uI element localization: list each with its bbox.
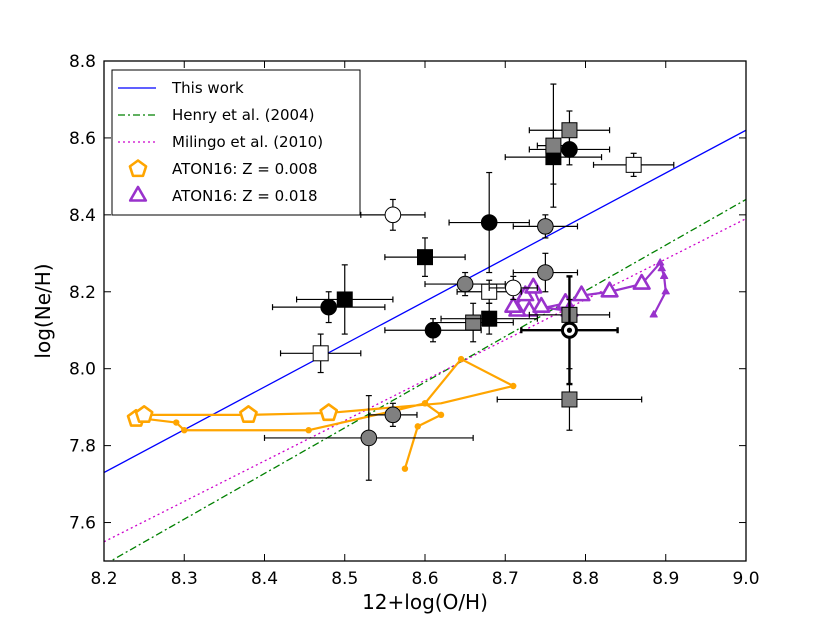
data-point bbox=[384, 237, 466, 277]
square-marker bbox=[312, 345, 329, 362]
circle-marker bbox=[537, 218, 554, 235]
y-tick-label: 8.2 bbox=[69, 283, 96, 303]
track-marker bbox=[600, 281, 619, 298]
track-marker bbox=[134, 405, 154, 424]
y-tick-label: 7.6 bbox=[69, 514, 96, 534]
legend-entry: Henry et al. (2004) bbox=[118, 106, 314, 124]
observations bbox=[263, 83, 675, 481]
x-tick-label: 8.3 bbox=[171, 569, 198, 589]
axis-ticks: 8.2 8.3 8.4 8.5 8.6 8.7 8.8 8.9 9.0 7.6 7.8 8.0 8.2 8… bbox=[69, 52, 760, 589]
square-marker bbox=[417, 249, 433, 266]
x-tick-label: 9.0 bbox=[732, 569, 759, 589]
square-marker bbox=[561, 391, 578, 408]
sun-marker-dot bbox=[566, 327, 573, 333]
track-marker bbox=[239, 405, 258, 424]
track-point bbox=[510, 382, 517, 390]
track-marker bbox=[319, 403, 339, 422]
square-marker bbox=[336, 291, 353, 308]
x-tick-label: 8.9 bbox=[652, 569, 679, 589]
track-point bbox=[660, 271, 669, 279]
square-marker bbox=[561, 122, 578, 139]
legend: This work Henry et al. (2004) Milingo et a… bbox=[111, 69, 361, 216]
y-tick-label: 8.0 bbox=[69, 360, 96, 380]
y-axis-label: log(Ne/H) bbox=[31, 263, 55, 358]
legend-label: This work bbox=[171, 79, 244, 97]
track-point bbox=[401, 465, 409, 472]
circle-marker bbox=[384, 406, 402, 424]
data-point bbox=[512, 214, 579, 239]
data-point bbox=[592, 152, 675, 177]
track-point bbox=[421, 400, 429, 407]
data-point bbox=[279, 333, 362, 374]
track-point bbox=[657, 263, 666, 272]
legend-label: ATON16: Z = 0.008 bbox=[172, 160, 318, 178]
data-point bbox=[296, 264, 394, 335]
square-marker bbox=[481, 310, 498, 327]
track-point bbox=[649, 310, 658, 318]
y-tick-label: 8.8 bbox=[69, 52, 96, 72]
data-point bbox=[496, 368, 643, 431]
square-marker bbox=[625, 156, 642, 173]
legend-entry: This work bbox=[118, 79, 244, 97]
x-axis-label: 12+log(O/H) bbox=[362, 590, 488, 614]
x-tick-label: 8.6 bbox=[411, 569, 438, 589]
x-tick-label: 8.8 bbox=[572, 569, 599, 589]
circle-marker bbox=[480, 214, 498, 231]
data-point bbox=[271, 291, 386, 324]
data-point bbox=[440, 302, 538, 335]
y-tick-label: 8.4 bbox=[69, 206, 96, 226]
legend-label: Henry et al. (2004) bbox=[172, 106, 314, 124]
x-tick-label: 8.5 bbox=[331, 569, 358, 589]
data-point bbox=[368, 402, 418, 427]
data-point bbox=[520, 275, 619, 386]
square-marker bbox=[545, 137, 562, 154]
track-point bbox=[173, 419, 180, 426]
track-point bbox=[305, 427, 312, 434]
x-tick-label: 8.2 bbox=[90, 569, 117, 589]
track-point bbox=[656, 258, 665, 266]
track-point bbox=[437, 411, 445, 419]
circle-marker bbox=[537, 264, 554, 281]
track-marker bbox=[572, 285, 591, 302]
data-point bbox=[360, 198, 426, 231]
data-point bbox=[448, 171, 530, 274]
data-point bbox=[488, 275, 538, 301]
track-marker bbox=[504, 296, 523, 313]
track-marker bbox=[532, 296, 551, 313]
circle-marker bbox=[360, 429, 378, 447]
data-point bbox=[512, 252, 579, 293]
legend-entry: ATON16: Z = 0.008 bbox=[128, 159, 318, 178]
data-point bbox=[384, 318, 482, 343]
track-point bbox=[181, 427, 188, 434]
legend-label: Milingo et al. (2010) bbox=[172, 133, 323, 151]
data-point bbox=[263, 395, 474, 481]
x-tick-label: 8.7 bbox=[492, 569, 519, 589]
track-point bbox=[414, 423, 421, 430]
x-tick-label: 8.4 bbox=[251, 569, 278, 589]
track-point bbox=[457, 355, 465, 363]
legend-swatch bbox=[128, 185, 148, 202]
circle-marker bbox=[504, 279, 522, 297]
legend-label: ATON16: Z = 0.018 bbox=[172, 187, 318, 205]
y-tick-label: 7.8 bbox=[69, 437, 96, 457]
track-marker bbox=[632, 273, 651, 290]
circle-marker bbox=[320, 298, 338, 316]
sun-marker bbox=[560, 321, 578, 339]
line-2 bbox=[109, 198, 746, 561]
legend-entry: ATON16: Z = 0.018 bbox=[128, 185, 318, 205]
y-tick-label: 8.6 bbox=[69, 129, 96, 149]
legend-swatch bbox=[128, 159, 148, 178]
circle-marker bbox=[384, 206, 402, 224]
circle-marker bbox=[456, 275, 474, 293]
square-marker bbox=[465, 314, 482, 331]
track-point bbox=[661, 287, 670, 295]
data-point bbox=[536, 83, 571, 208]
legend-entry: Milingo et al. (2010) bbox=[118, 133, 323, 151]
